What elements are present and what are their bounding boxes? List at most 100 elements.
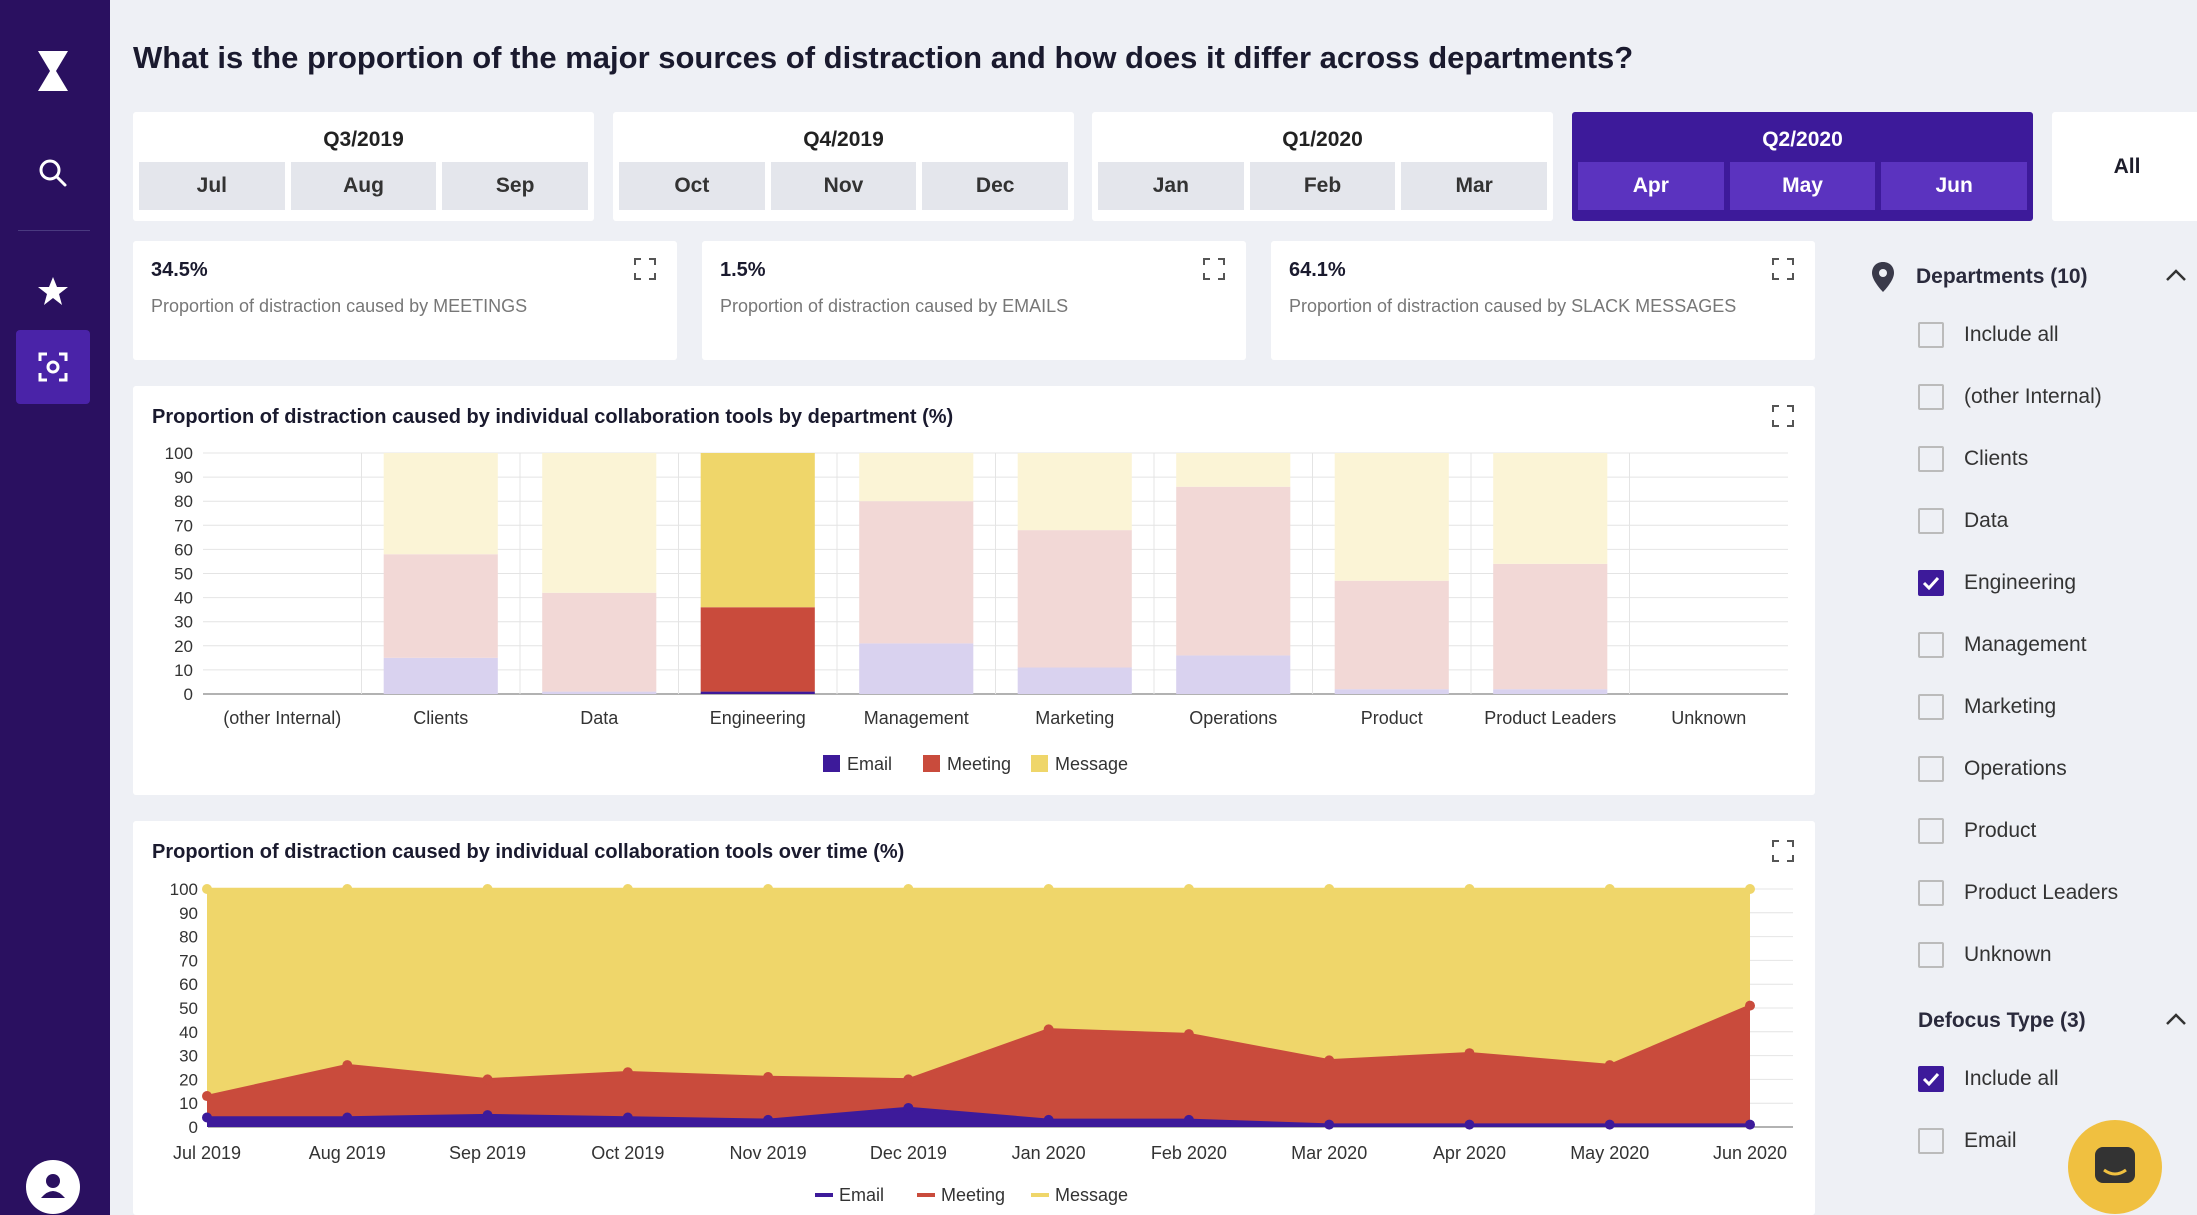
bar-segment-meeting: [542, 592, 657, 692]
quarter-q3-2019[interactable]: Q3/2019 Jul Aug Sep: [133, 112, 594, 221]
data-point-meeting: [1043, 1024, 1054, 1035]
checkbox[interactable]: [1918, 508, 1944, 534]
bar-segment-email: [1334, 689, 1449, 694]
checkbox-checked[interactable]: [1918, 570, 1944, 596]
legend-label: Message: [1055, 754, 1128, 774]
filter-option[interactable]: Unknown: [1860, 924, 2197, 986]
logo-icon[interactable]: [16, 34, 90, 108]
legend-swatch: [923, 755, 940, 772]
filter-option[interactable]: Marketing: [1860, 676, 2197, 738]
filter-option[interactable]: Management: [1860, 614, 2197, 676]
x-tick-label: Clients: [413, 708, 468, 728]
x-tick-label: Jun 2020: [1713, 1143, 1787, 1163]
checkbox[interactable]: [1918, 1128, 1944, 1154]
area-meeting: [207, 1005, 1750, 1125]
filter-option[interactable]: Product Leaders: [1860, 862, 2197, 924]
expand-icon[interactable]: [1202, 257, 1226, 281]
all-periods-button[interactable]: All: [2052, 112, 2197, 221]
expand-icon[interactable]: [1771, 404, 1795, 428]
bar-segment-email: [859, 643, 974, 694]
checkbox[interactable]: [1918, 880, 1944, 906]
y-tick-label: 60: [179, 975, 198, 994]
month-button[interactable]: May: [1729, 162, 1876, 210]
month-button[interactable]: Dec: [922, 162, 1069, 210]
chevron-up-icon[interactable]: [2165, 1012, 2187, 1026]
bar-segment-message: [1334, 453, 1449, 581]
checkbox[interactable]: [1918, 818, 1944, 844]
page-title: What is the proportion of the major sour…: [133, 40, 1634, 75]
month-button[interactable]: Aug: [290, 162, 437, 210]
month-button[interactable]: Oct: [619, 162, 765, 210]
checkbox[interactable]: [1918, 446, 1944, 472]
y-tick-label: 80: [179, 928, 198, 947]
filter-option[interactable]: Data: [1860, 490, 2197, 552]
month-button[interactable]: Jan: [1098, 162, 1244, 210]
series-line-email: [207, 1106, 1750, 1126]
checkbox[interactable]: [1918, 942, 1944, 968]
filter-option-label: Data: [1964, 509, 2009, 532]
month-button[interactable]: Jul: [139, 162, 285, 210]
bar-segment-meeting: [1493, 563, 1608, 690]
quarter-q2-2020[interactable]: Q2/2020 Apr May Jun: [1572, 112, 2033, 221]
checkbox[interactable]: [1918, 322, 1944, 348]
kpi-value: 64.1%: [1289, 259, 1346, 281]
legend-label: Email: [847, 754, 892, 774]
legend-label: Meeting: [941, 1185, 1005, 1205]
focus-icon[interactable]: [16, 330, 90, 404]
quarter-label[interactable]: Q2/2020: [1762, 128, 1843, 151]
filter-option[interactable]: (other Internal): [1860, 366, 2197, 428]
series-line-meeting: [206, 1004, 1751, 1098]
filter-option[interactable]: Include all: [1860, 304, 2197, 366]
data-point-message: [622, 884, 633, 894]
month-button[interactable]: Mar: [1401, 162, 1548, 210]
legend-label: Message: [1055, 1185, 1128, 1205]
star-icon[interactable]: [16, 254, 90, 328]
quarter-label[interactable]: Q3/2019: [323, 128, 404, 151]
filter-option[interactable]: Operations: [1860, 738, 2197, 800]
quarter-q4-2019[interactable]: Q4/2019 Oct Nov Dec: [613, 112, 1074, 221]
x-tick-label: Management: [864, 708, 969, 728]
data-point-message: [1464, 884, 1475, 894]
area-message: [207, 889, 1750, 1097]
filter-option[interactable]: Include all: [1860, 1048, 2197, 1110]
departments-filter-header[interactable]: Departments (10): [1860, 250, 2197, 304]
expand-icon[interactable]: [1771, 839, 1795, 863]
expand-icon[interactable]: [1771, 257, 1795, 281]
checkbox-checked[interactable]: [1918, 1066, 1944, 1092]
bar-segment-message: [1493, 453, 1608, 564]
month-button[interactable]: Feb: [1249, 162, 1396, 210]
month-button[interactable]: Nov: [770, 162, 917, 210]
quarter-label[interactable]: Q4/2019: [803, 128, 884, 151]
chevron-up-icon[interactable]: [2165, 268, 2187, 282]
checkbox[interactable]: [1918, 756, 1944, 782]
search-icon[interactable]: [16, 136, 90, 210]
month-button[interactable]: Sep: [442, 162, 589, 210]
y-tick-label: 10: [174, 661, 193, 680]
data-point-message: [342, 884, 353, 894]
x-tick-label: Unknown: [1671, 708, 1746, 728]
x-tick-label: Jan 2020: [1012, 1143, 1086, 1163]
month-button[interactable]: Apr: [1578, 162, 1724, 210]
expand-icon[interactable]: [633, 257, 657, 281]
data-point-email: [342, 1112, 353, 1123]
location-pin-icon: [1872, 262, 1894, 292]
x-tick-label: Engineering: [710, 708, 806, 728]
filter-option[interactable]: Clients: [1860, 428, 2197, 490]
data-point-email: [202, 1112, 212, 1123]
user-icon[interactable]: [16, 1150, 90, 1215]
quarter-q1-2020[interactable]: Q1/2020 Jan Feb Mar: [1092, 112, 1553, 221]
month-button[interactable]: Jun: [1881, 162, 2028, 210]
filter-option[interactable]: Engineering: [1860, 552, 2197, 614]
checkbox[interactable]: [1918, 384, 1944, 410]
checkbox[interactable]: [1918, 694, 1944, 720]
chat-button[interactable]: [2068, 1120, 2162, 1214]
filter-option[interactable]: Product: [1860, 800, 2197, 862]
quarter-label[interactable]: Q1/2020: [1282, 128, 1363, 151]
data-point-meeting: [202, 1091, 212, 1102]
defocus-filter-header[interactable]: Defocus Type (3): [1860, 994, 2197, 1048]
checkbox[interactable]: [1918, 632, 1944, 658]
check-icon: [1922, 576, 1940, 590]
x-tick-label: Operations: [1189, 708, 1277, 728]
x-tick-label: Product Leaders: [1484, 708, 1616, 728]
filter-option[interactable]: Email: [1860, 1110, 2197, 1172]
